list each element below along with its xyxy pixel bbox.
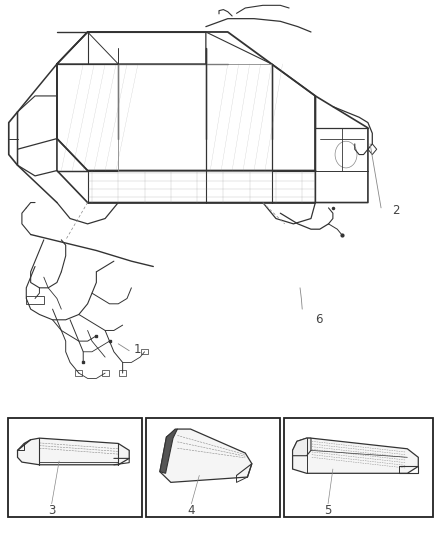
Bar [102,370,109,376]
Polygon shape [293,438,418,473]
Bar [75,370,82,376]
Polygon shape [160,429,177,473]
Polygon shape [18,438,129,465]
Bar [141,349,148,354]
Text: 1: 1 [134,343,141,356]
Bar [26,296,44,304]
Bar [146,418,280,517]
Text: 6: 6 [315,313,323,326]
Text: 3: 3 [48,504,55,517]
Polygon shape [293,438,311,456]
Text: 2: 2 [392,204,399,217]
Text: 5: 5 [325,504,332,517]
Polygon shape [160,429,252,482]
Bar [284,418,433,517]
Bar [8,418,142,517]
Bar [119,370,126,376]
Text: 4: 4 [187,504,195,517]
